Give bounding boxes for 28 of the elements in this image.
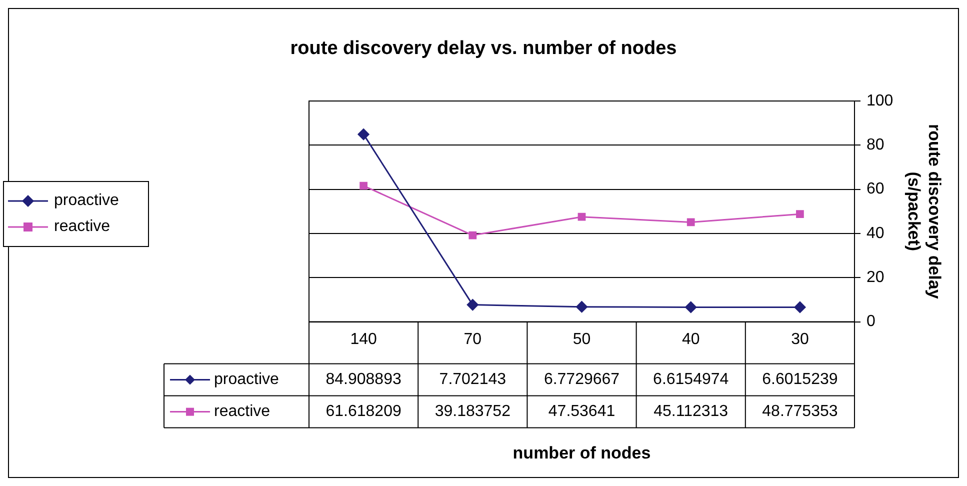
x-tick-label: 50 — [572, 330, 591, 348]
x-tick-label: 40 — [682, 330, 700, 348]
y-tick-label: 0 — [866, 313, 876, 330]
y-tick-label: 80 — [866, 136, 884, 154]
data-label: 61.618209 — [326, 403, 402, 420]
data-label: 6.7729667 — [544, 371, 620, 388]
data-label: 7.702143 — [439, 371, 506, 388]
x-tick-label: 140 — [350, 330, 377, 348]
data-label: 39.183752 — [434, 403, 511, 420]
y-tick-label: 20 — [866, 269, 884, 286]
data-label: 6.6154974 — [653, 371, 729, 388]
legend-label: reactive — [214, 403, 270, 420]
data-label: 48.775353 — [762, 403, 838, 420]
legend-label: proactive — [214, 371, 280, 388]
y-tick-label: 60 — [866, 180, 884, 198]
text: proactive — [54, 192, 119, 209]
x-tick-label: 30 — [791, 330, 809, 348]
y-tick-label: 100 — [866, 92, 894, 110]
data-label: 47.53641 — [548, 403, 616, 420]
data-label: 6.6015239 — [762, 371, 838, 388]
text: number of nodes — [512, 443, 651, 462]
text: reactive — [54, 218, 110, 235]
data-label: 84.908893 — [326, 371, 402, 388]
data-label: 45.112313 — [654, 403, 728, 420]
x-tick-label: 70 — [464, 330, 482, 348]
chart-title: route discovery delay vs. number of nodes — [289, 38, 678, 60]
y-axis-title: route discovery delay (s/packet) — [904, 124, 944, 300]
y-tick-label: 40 — [866, 224, 884, 242]
